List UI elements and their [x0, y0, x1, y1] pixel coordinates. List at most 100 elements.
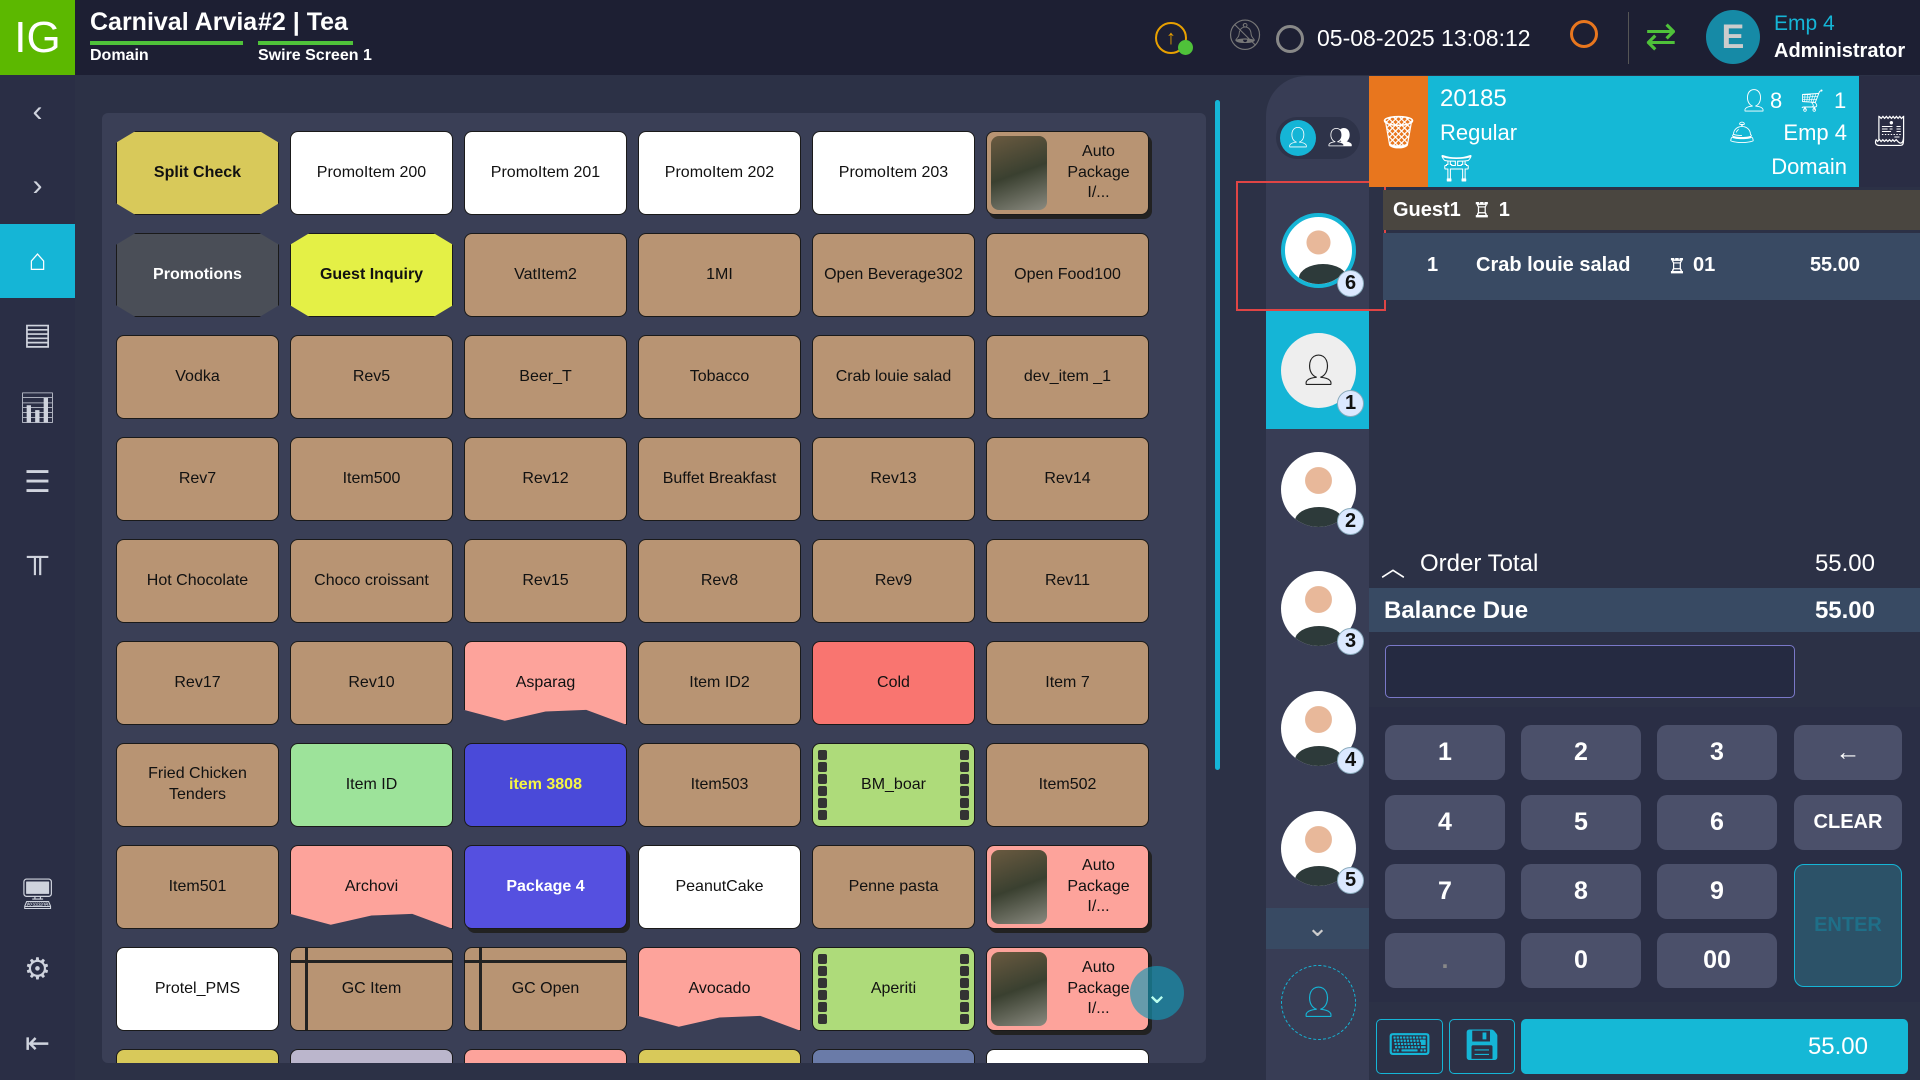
- menu-item-tile[interactable]: Promotions: [116, 233, 279, 317]
- pay-button[interactable]: 55.00: [1521, 1019, 1908, 1074]
- guest-avatar-default[interactable]: 👤︎: [1281, 333, 1356, 408]
- keypad-key-7[interactable]: 7: [1385, 864, 1505, 919]
- keypad-key-5[interactable]: 5: [1521, 795, 1641, 850]
- guests-scroll-down-icon[interactable]: ⌄: [1266, 908, 1369, 949]
- menu-item-tile[interactable]: PromoItem 200: [290, 131, 453, 215]
- menu-item-tile[interactable]: Rev13: [812, 437, 975, 521]
- menu-item-tile[interactable]: Avocado: [638, 947, 801, 1031]
- terminal-name[interactable]: #2 | Tea: [258, 8, 348, 36]
- logout-icon[interactable]: ⇤: [24, 1026, 51, 1060]
- menu-item-tile[interactable]: GC Item: [290, 947, 453, 1031]
- keypad-key-8[interactable]: 8: [1521, 864, 1641, 919]
- collapse-chevron-icon[interactable]: ︿: [1381, 555, 1405, 582]
- menu-item-tile[interactable]: Hot Chocolate: [116, 539, 279, 623]
- menu-item-tile[interactable]: GC Open: [464, 947, 627, 1031]
- lock-terminal-icon[interactable]: 🖥︎: [18, 877, 57, 911]
- orders-icon[interactable]: ▤: [23, 317, 52, 351]
- keypad-key-00[interactable]: 00: [1657, 933, 1777, 988]
- menu-item-tile[interactable]: BM_boar: [812, 743, 975, 827]
- menu-item-tile[interactable]: Penne pasta: [812, 845, 975, 929]
- menu-item-tile[interactable]: Beer_T: [464, 335, 627, 419]
- menu-item-tile[interactable]: PromoItem 203: [812, 131, 975, 215]
- menu-item-tile[interactable]: Asparag: [464, 641, 627, 725]
- home-icon[interactable]: ⌂: [0, 224, 75, 298]
- menu-item-tile[interactable]: Rev11: [986, 539, 1149, 623]
- refresh-icon[interactable]: ⇄: [1645, 16, 1677, 58]
- user-avatar[interactable]: E: [1706, 10, 1760, 64]
- forward-icon[interactable]: ›: [32, 169, 43, 202]
- save-icon[interactable]: 💾︎: [1449, 1019, 1515, 1074]
- menu-item-tile[interactable]: Rev7: [116, 437, 279, 521]
- menu-item-tile[interactable]: Auto Package I/...: [986, 845, 1149, 929]
- menu-item-tile[interactable]: PeanutCake: [638, 845, 801, 929]
- menu-item-tile[interactable]: Rev15: [464, 539, 627, 623]
- order-item-row[interactable]: 1 Crab louie salad ♖ 01 55.00: [1383, 233, 1920, 300]
- menu-item-tile[interactable]: PromoItem 202: [638, 131, 801, 215]
- menu-item-tile[interactable]: Auto Package I/...: [986, 131, 1149, 215]
- layout-icon[interactable]: ☰: [24, 465, 51, 499]
- menu-item-tile[interactable]: Buffet Breakfast: [638, 437, 801, 521]
- menu-item-tile[interactable]: Rev17: [116, 641, 279, 725]
- menu-item-tile[interactable]: Fried Chicken Tenders: [116, 743, 279, 827]
- menu-item-tile[interactable]: [638, 1049, 801, 1063]
- menu-item-tile[interactable]: Aperiti: [812, 947, 975, 1031]
- menu-item-tile[interactable]: Package 4: [464, 845, 627, 929]
- menu-item-tile[interactable]: Open Beverage302: [812, 233, 975, 317]
- menu-item-tile[interactable]: Crab louie salad: [812, 335, 975, 419]
- grid-scrollbar[interactable]: [1215, 100, 1220, 770]
- menu-item-tile[interactable]: VatItem2: [464, 233, 627, 317]
- menu-item-tile[interactable]: Item 7: [986, 641, 1149, 725]
- menu-item-tile[interactable]: PromoItem 201: [464, 131, 627, 215]
- menu-item-tile[interactable]: Rev14: [986, 437, 1149, 521]
- menu-item-tile[interactable]: Cold: [812, 641, 975, 725]
- menu-item-tile[interactable]: Auto Package I/...: [986, 947, 1149, 1031]
- menu-item-tile[interactable]: Item503: [638, 743, 801, 827]
- keypad-key-2[interactable]: 2: [1521, 725, 1641, 780]
- menu-item-tile[interactable]: Rev12: [464, 437, 627, 521]
- menu-item-tile[interactable]: 1MI: [638, 233, 801, 317]
- table-icon[interactable]: ╥: [26, 540, 49, 573]
- keypad-key-0[interactable]: 0: [1521, 933, 1641, 988]
- reports-chart-icon[interactable]: 📊︎: [18, 391, 57, 425]
- keypad-key-4[interactable]: 4: [1385, 795, 1505, 850]
- property-name[interactable]: Carnival Arvia: [90, 8, 258, 36]
- multi-guest-icon[interactable]: 👥︎: [1327, 127, 1353, 149]
- menu-item-tile[interactable]: Split Check: [116, 131, 279, 215]
- menu-item-tile[interactable]: Choco croissant: [290, 539, 453, 623]
- keypad-key-6[interactable]: 6: [1657, 795, 1777, 850]
- delete-trash-icon[interactable]: 🗑︎: [1369, 76, 1428, 187]
- scroll-down-chevron-icon[interactable]: ⌄: [1130, 966, 1184, 1020]
- menu-item-tile[interactable]: Item501: [116, 845, 279, 929]
- menu-item-tile[interactable]: Rev9: [812, 539, 975, 623]
- keypad-key-decimal[interactable]: .: [1385, 933, 1505, 988]
- search-icon[interactable]: [1570, 20, 1598, 48]
- menu-item-tile[interactable]: Rev5: [290, 335, 453, 419]
- menu-item-tile[interactable]: Item ID2: [638, 641, 801, 725]
- guest-header-row[interactable]: Guest1 ♖ 1: [1383, 190, 1920, 230]
- void-check-icon[interactable]: 🧾︎: [1859, 76, 1920, 187]
- menu-item-tile[interactable]: Tobacco: [638, 335, 801, 419]
- bell-off-icon[interactable]: 🔕︎: [1226, 19, 1265, 52]
- keypad-key-9[interactable]: 9: [1657, 864, 1777, 919]
- menu-item-tile[interactable]: Protel_PMS: [116, 947, 279, 1031]
- keypad-key-clear[interactable]: CLEAR: [1794, 795, 1902, 850]
- guest-mode-toggle[interactable]: 👤︎ 👥︎: [1276, 117, 1360, 159]
- menu-item-tile[interactable]: [116, 1049, 279, 1063]
- keypad-key-3[interactable]: 3: [1657, 725, 1777, 780]
- menu-item-tile[interactable]: Guest Inquiry: [290, 233, 453, 317]
- menu-item-tile[interactable]: Rev8: [638, 539, 801, 623]
- menu-item-tile[interactable]: Item500: [290, 437, 453, 521]
- single-guest-icon[interactable]: 👤︎: [1280, 120, 1316, 156]
- upload-sync-icon[interactable]: ↑: [1155, 22, 1187, 54]
- back-icon[interactable]: ‹: [32, 95, 43, 128]
- menu-item-tile[interactable]: dev_item _1: [986, 335, 1149, 419]
- menu-item-tile[interactable]: Rev10: [290, 641, 453, 725]
- keypad-key-backspace[interactable]: ←: [1794, 725, 1902, 780]
- menu-item-tile[interactable]: [290, 1049, 453, 1063]
- keypad-key-enter[interactable]: ENTER: [1794, 864, 1902, 987]
- amount-input[interactable]: [1385, 645, 1795, 698]
- menu-item-tile[interactable]: [986, 1049, 1149, 1063]
- menu-item-tile[interactable]: Item502: [986, 743, 1149, 827]
- add-guest-icon[interactable]: 👤︎: [1281, 965, 1356, 1040]
- guest-avatar[interactable]: [1281, 571, 1356, 646]
